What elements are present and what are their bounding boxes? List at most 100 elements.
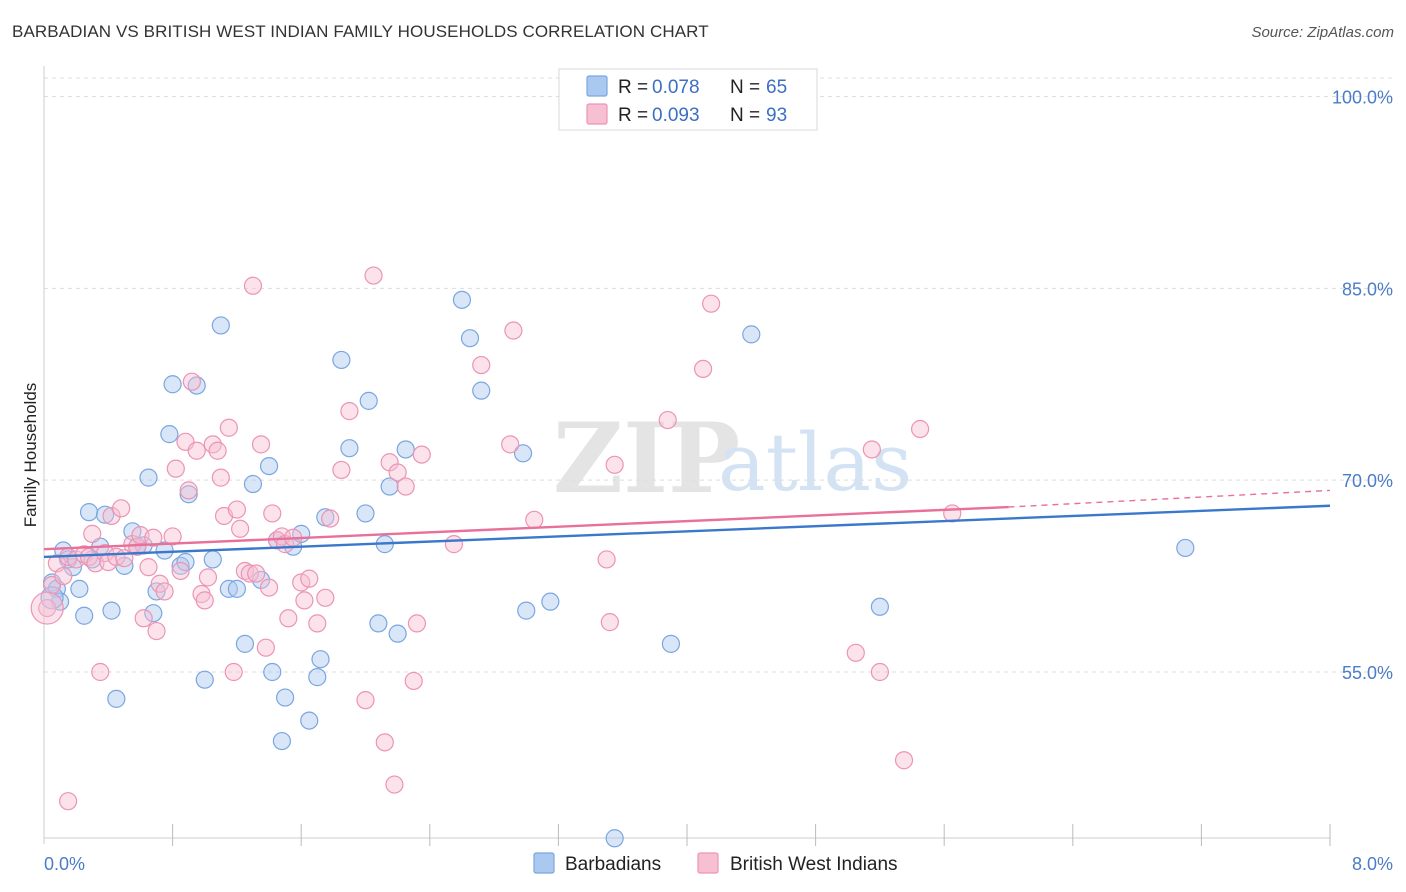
barbadians-point <box>356 504 375 523</box>
barbadians-point <box>661 634 681 653</box>
british-west-indians-point <box>501 435 520 454</box>
y-tick-label: 100.0% <box>1332 88 1393 108</box>
barbadians-point <box>388 624 407 643</box>
legend-swatch-pink <box>697 852 719 874</box>
legend-label: Barbadians <box>565 854 661 875</box>
british-west-indians-point <box>693 359 713 379</box>
axes: 0.0% 8.0% Family Households <box>21 66 1393 874</box>
r-label: R = <box>618 77 648 98</box>
legend-label: British West Indians <box>730 854 898 875</box>
barbadians-point <box>340 439 359 458</box>
barbadians-point <box>300 711 319 730</box>
british-west-indians-point <box>504 321 523 340</box>
british-west-indians-point <box>295 591 314 610</box>
barbadians-point <box>259 456 279 476</box>
barbadians-point <box>155 541 174 560</box>
british-west-indians-point <box>139 558 158 577</box>
british-west-indians-point <box>227 500 246 519</box>
british-west-indians-point <box>846 643 865 662</box>
barbadians-point <box>541 592 560 611</box>
british-west-indians-point <box>54 566 73 586</box>
stats-legend: R = 0.078 N = 65 R = 0.093 N = 93 <box>558 68 818 131</box>
british-west-indians-point <box>702 294 721 313</box>
legend-swatch-blue <box>586 75 608 97</box>
british-west-indians-point <box>340 402 359 421</box>
barbadians-point <box>742 325 761 344</box>
x-tick-label-max: 8.0% <box>1352 854 1393 874</box>
barbadians-point <box>179 485 198 504</box>
r-value: 0.078 <box>652 77 700 98</box>
british-west-indians-point <box>444 535 464 554</box>
barbadians-point <box>75 606 94 625</box>
british-west-indians-point <box>59 792 78 811</box>
british-west-indians-point <box>182 372 201 391</box>
british-west-indians-point <box>375 733 394 752</box>
british-west-indians-point <box>155 582 174 601</box>
british-west-indians-point <box>112 499 131 518</box>
barbadians-point <box>396 440 415 459</box>
british-west-indians-point <box>388 463 407 482</box>
barbadians-point <box>513 444 533 463</box>
british-west-indians-point <box>38 598 57 618</box>
british-west-indians-point <box>147 621 166 641</box>
british-west-indians-point <box>91 662 110 682</box>
grid-lines: 55.0% 70.0% 85.0% 100.0% <box>44 77 1393 683</box>
british-west-indians-point <box>231 519 250 538</box>
r-value: 0.093 <box>652 105 700 126</box>
barbadians-point <box>107 689 126 708</box>
british-west-indians-point <box>356 691 375 710</box>
british-west-indians-point <box>219 418 238 437</box>
barbadians-point <box>195 670 214 689</box>
barbadians-point <box>243 474 263 494</box>
series-legend: Barbadians British West Indians <box>533 852 898 875</box>
british-west-indians-point <box>597 550 616 569</box>
british-west-indians-point <box>910 419 930 439</box>
barbadians-point <box>460 329 480 348</box>
british-west-indians-point <box>102 506 121 526</box>
y-tick-label: 70.0% <box>1342 471 1393 491</box>
british-west-indians-point <box>364 266 383 285</box>
barbadians-point <box>79 503 99 522</box>
british-west-indians-point <box>235 561 255 581</box>
barbadians-point <box>211 316 230 335</box>
british-west-indians-point <box>308 614 327 633</box>
n-value: 93 <box>766 105 787 126</box>
british-west-indians-point <box>144 528 163 547</box>
barbadians-point <box>70 579 89 598</box>
barbadians-point <box>235 634 255 653</box>
british-west-indians-point <box>247 564 266 583</box>
x-tick-label-min: 0.0% <box>44 854 85 874</box>
british-west-indians-point <box>321 509 340 528</box>
british-west-indians-point <box>179 481 198 500</box>
british-west-indians-point <box>187 441 206 460</box>
barbadians-point <box>380 477 399 496</box>
british-west-indians-point <box>600 613 619 632</box>
british-west-indians-point <box>195 591 214 610</box>
barbadians-points <box>40 290 1195 848</box>
british-west-indians-point <box>240 564 259 583</box>
british-west-indians-point <box>83 524 102 543</box>
barbadians-point <box>369 614 388 633</box>
barbadians-point <box>308 668 327 687</box>
n-label: N = <box>730 105 760 126</box>
british-west-indians-point <box>211 468 230 487</box>
source-credit: Source: ZipAtlas.com <box>1251 24 1394 41</box>
barbadians-point <box>263 662 282 682</box>
legend-swatch-pink <box>586 103 608 125</box>
british-west-indians-trend-line <box>43 505 1009 551</box>
british-west-indians-point <box>171 561 190 581</box>
barbadians-point <box>95 505 115 524</box>
british-west-indians-point <box>279 609 298 628</box>
legend-swatch-blue <box>533 852 555 874</box>
y-tick-label: 85.0% <box>1342 279 1393 299</box>
barbadians-point <box>163 375 182 394</box>
british-west-indians-points <box>30 266 962 811</box>
barbadians-point <box>472 381 491 400</box>
barbadians-point <box>203 550 222 569</box>
barbadians-point <box>311 650 330 669</box>
barbadians-point <box>276 688 295 707</box>
british-west-indians-point <box>243 276 263 295</box>
y-axis-title: Family Households <box>21 383 40 528</box>
r-label: R = <box>618 105 648 126</box>
